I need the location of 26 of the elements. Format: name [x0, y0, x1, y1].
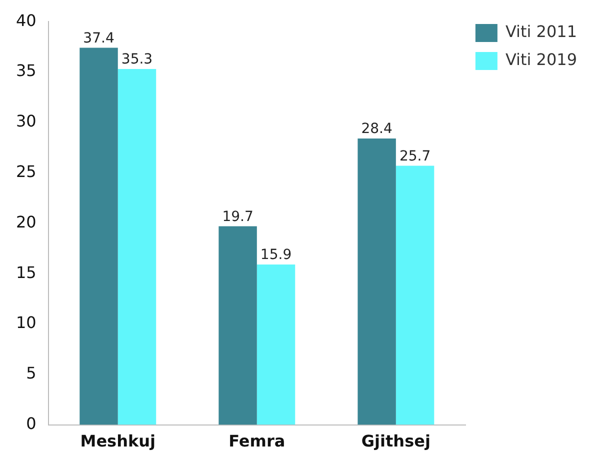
legend-label: Viti 2011: [505, 22, 577, 42]
y-tick-label: 10: [16, 313, 36, 332]
bar: [218, 226, 257, 425]
bar: [80, 48, 118, 425]
y-tick-label: 5: [26, 364, 36, 383]
data-label: 15.9: [260, 247, 292, 264]
y-tick-label: 20: [16, 212, 36, 232]
y-tick-label: 30: [16, 112, 36, 131]
y-tick-label: 40: [16, 10, 36, 30]
data-label: 28.4: [361, 121, 392, 138]
data-label: 25.7: [399, 148, 431, 164]
x-tick-label: Femra: [228, 432, 286, 451]
data-label: 37.4: [83, 30, 114, 46]
x-tick-label: Meshkuj: [80, 432, 156, 451]
legend-label: Viti 2019: [505, 50, 577, 70]
x-tick-label: Gjithsej: [361, 432, 430, 451]
bar: [118, 68, 156, 425]
y-tick-label: 0: [26, 414, 36, 433]
y-tick-label: 35: [16, 61, 36, 80]
bar: [396, 166, 434, 425]
y-tick-label: 15: [16, 262, 36, 282]
data-label: 35.3: [121, 52, 153, 68]
bar: [256, 264, 296, 425]
data-label: 19.7: [222, 208, 254, 225]
bar: [358, 138, 396, 425]
y-tick-label: 25: [16, 162, 36, 181]
